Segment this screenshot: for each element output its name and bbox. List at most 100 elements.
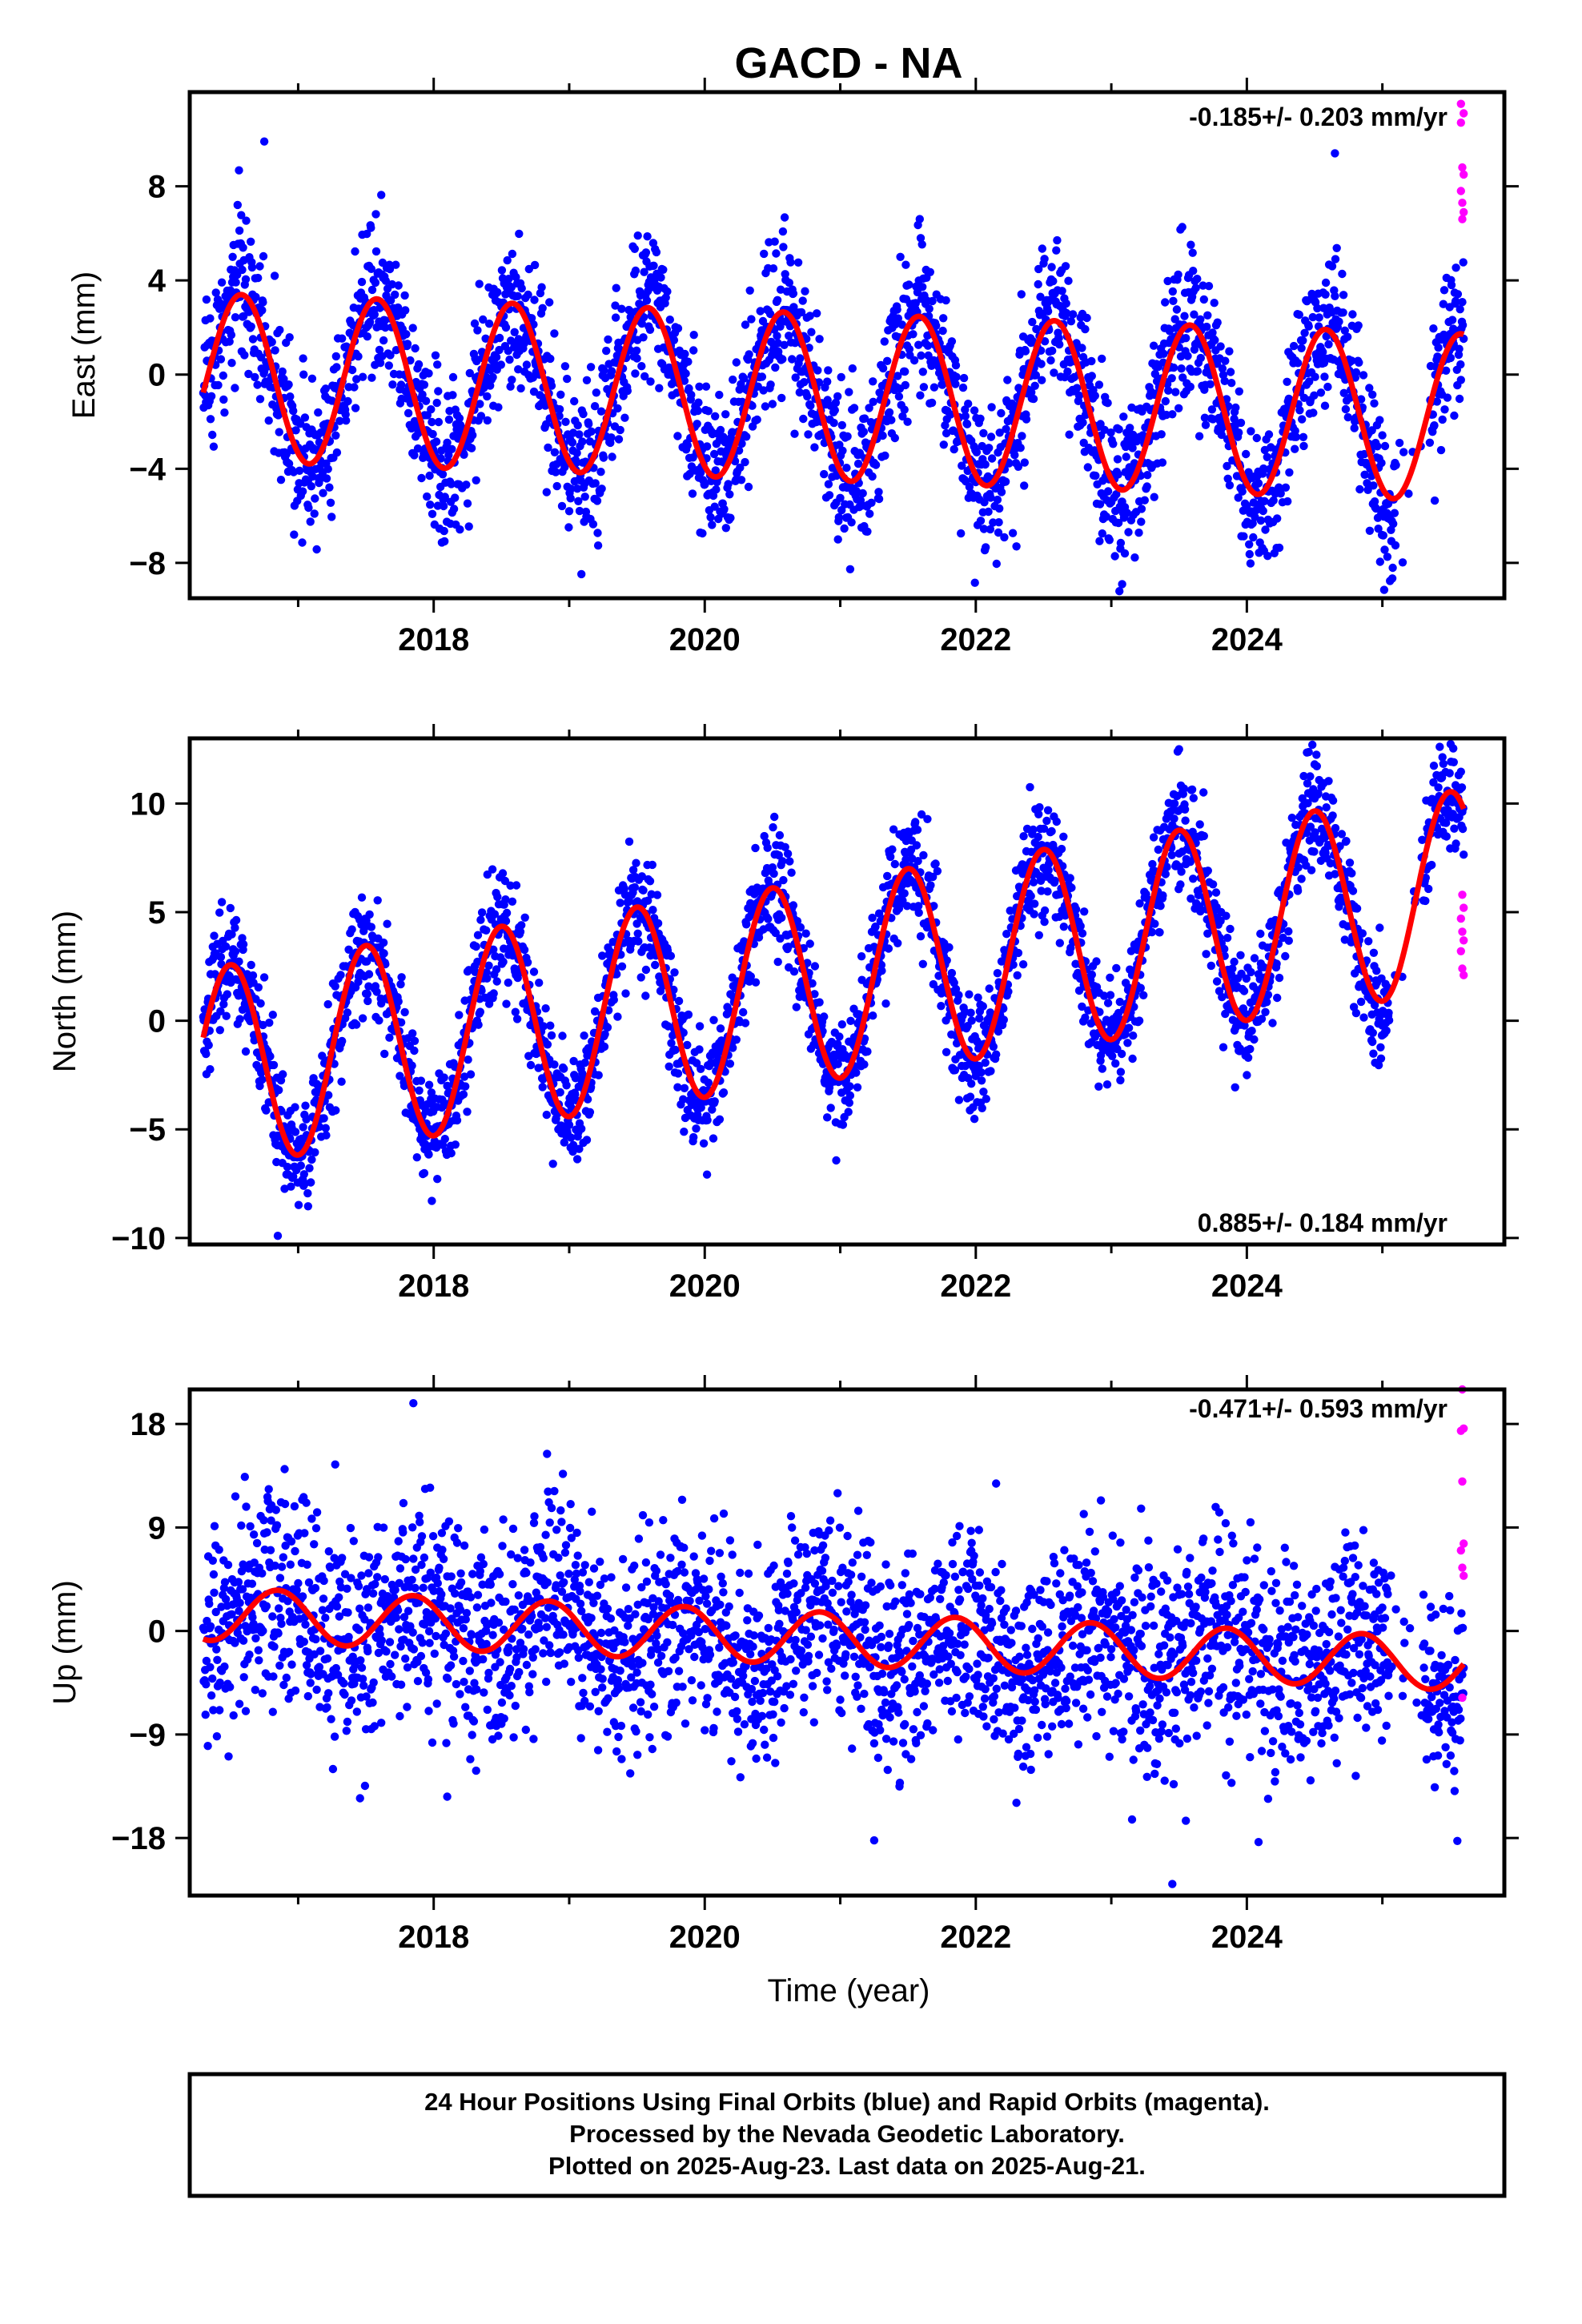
data-point [964, 400, 973, 408]
data-point [950, 444, 958, 454]
data-point [607, 367, 616, 376]
data-point [214, 380, 223, 390]
data-point [1178, 223, 1186, 231]
data-point [645, 877, 655, 886]
data-point [440, 493, 449, 501]
data-point [942, 296, 950, 305]
data-point [611, 313, 620, 322]
data-point [757, 372, 767, 381]
data-point [326, 498, 335, 507]
data-point [1124, 1023, 1134, 1032]
data-point [687, 390, 696, 400]
data-point [206, 314, 215, 323]
data-point [1199, 788, 1208, 797]
data-point [1368, 390, 1377, 399]
data-point [806, 401, 815, 410]
data-point [493, 892, 502, 902]
data-point [1029, 394, 1038, 404]
data-point [322, 474, 331, 483]
data-point [542, 1110, 551, 1120]
data-point [1055, 340, 1064, 349]
data-point [1062, 299, 1070, 308]
data-point [290, 530, 299, 539]
data-point [538, 1083, 547, 1092]
data-point [1168, 410, 1177, 419]
data-point [363, 229, 371, 239]
data-point [239, 940, 248, 949]
data-point [306, 517, 315, 526]
data-point [1157, 430, 1166, 439]
data-point [400, 1007, 409, 1017]
x-tick-label: 2020 [669, 622, 741, 657]
data-point [1119, 412, 1128, 421]
data-point [1149, 833, 1158, 842]
data-point [567, 485, 576, 493]
data-point [414, 360, 424, 369]
data-point [741, 457, 749, 467]
data-point [1034, 832, 1042, 842]
data-point [1106, 428, 1115, 437]
data-point [1156, 902, 1165, 911]
data-point [1168, 287, 1178, 296]
data-point [986, 525, 995, 534]
data-point [513, 292, 522, 300]
data-point [258, 306, 267, 315]
data-point [1018, 960, 1028, 969]
data-point [909, 330, 917, 339]
data-point [572, 448, 581, 457]
data-point [265, 1018, 274, 1027]
data-point [1323, 382, 1332, 392]
data-point [498, 869, 508, 878]
data-point [1137, 517, 1146, 526]
data-point [1129, 1031, 1138, 1040]
data-point [914, 340, 923, 349]
data-point [358, 372, 367, 381]
data-point [1021, 347, 1030, 356]
data-point [1248, 519, 1257, 528]
data-point [621, 989, 630, 998]
data-point [1231, 403, 1240, 412]
data-point [460, 450, 468, 459]
data-point [410, 1046, 419, 1055]
data-point [1061, 262, 1070, 271]
data-point [970, 406, 979, 415]
data-point [1299, 432, 1308, 441]
data-point [613, 1012, 622, 1021]
data-point [725, 490, 734, 499]
data-point [488, 372, 497, 382]
data-point [778, 857, 787, 866]
data-point [684, 1010, 693, 1019]
data-point [810, 962, 820, 971]
data-point [863, 1047, 872, 1056]
data-point [616, 899, 624, 907]
data-point [1028, 317, 1037, 327]
data-point [223, 990, 231, 999]
data-point [426, 501, 435, 509]
data-point [1087, 970, 1097, 979]
data-point [564, 523, 573, 532]
data-point [793, 258, 803, 267]
data-point [537, 283, 546, 292]
data-point [765, 309, 775, 319]
data-point [1379, 531, 1388, 540]
data-point [507, 283, 516, 292]
data-point [363, 996, 372, 1006]
data-point [646, 377, 655, 386]
data-point [913, 287, 922, 297]
data-point [632, 858, 640, 867]
data-point [289, 406, 298, 416]
data-point [982, 1095, 991, 1104]
rapid-point [1458, 199, 1467, 207]
data-point [1014, 462, 1023, 471]
data-point [210, 931, 219, 940]
data-point [834, 513, 844, 522]
data-point [1225, 347, 1234, 356]
data-point [279, 1070, 287, 1079]
data-point [207, 392, 216, 400]
y-tick-label: 8 [148, 170, 166, 205]
data-point [938, 326, 947, 336]
data-point [1315, 313, 1323, 322]
data-point [396, 979, 405, 989]
data-point [773, 332, 781, 340]
